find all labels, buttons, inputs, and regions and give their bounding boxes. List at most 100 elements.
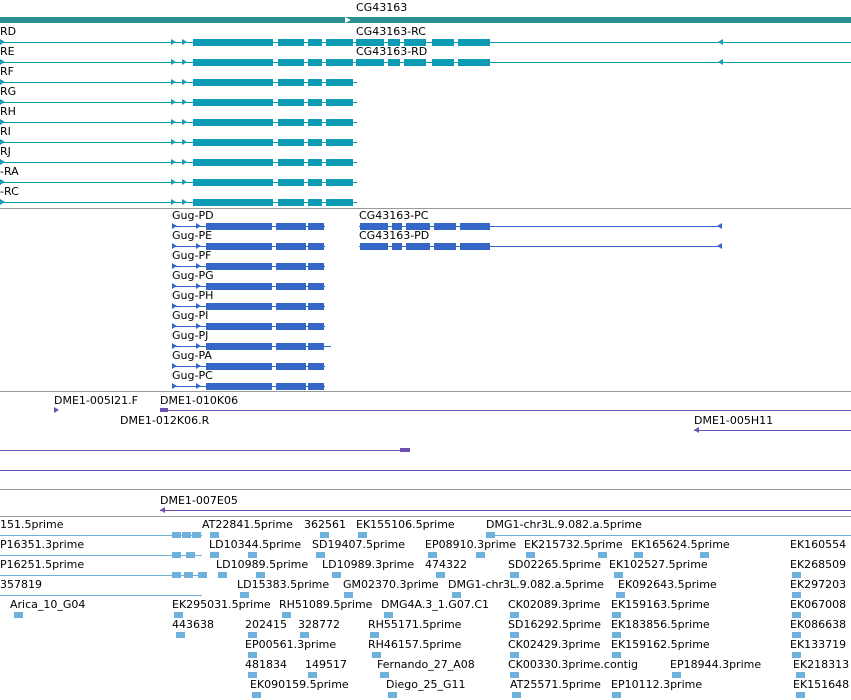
track-divider xyxy=(0,208,851,209)
est-label[interactable]: EP00561.3prime xyxy=(245,638,337,651)
est-label[interactable]: Arica_10_G04 xyxy=(10,598,86,611)
exon-block xyxy=(404,39,426,46)
est-label[interactable]: EK218313 xyxy=(793,658,850,671)
est-block xyxy=(316,552,325,558)
est-label[interactable]: RH46157.5prime xyxy=(368,638,462,651)
est-label[interactable]: RH51089.5prime xyxy=(279,598,373,611)
transcript-label[interactable]: RD xyxy=(0,25,17,38)
est-label[interactable]: Fernando_27_A08 xyxy=(377,658,475,671)
est-label[interactable]: EK102527.5prime xyxy=(609,558,708,571)
protein-label[interactable]: Gug-PC xyxy=(172,369,213,382)
transcript-label[interactable]: RE xyxy=(0,45,15,58)
est-label[interactable]: SD02265.5prime xyxy=(508,558,601,571)
gene-label-cg43163[interactable]: CG43163 xyxy=(356,1,408,14)
est-label[interactable]: EK067008 xyxy=(790,598,847,611)
est-label[interactable]: 202415 xyxy=(245,618,287,631)
est-label[interactable]: Diego_25_G11 xyxy=(386,678,466,691)
protein-label[interactable]: CG43163-PC xyxy=(359,209,429,222)
transcript-label[interactable]: CG43163-RD xyxy=(356,45,428,58)
est-label[interactable]: 328772 xyxy=(298,618,340,631)
est-label[interactable]: EK159162.5prime xyxy=(611,638,710,651)
exon-block xyxy=(356,39,384,46)
est-label[interactable]: RH55171.5prime xyxy=(368,618,462,631)
est-label[interactable]: EK297203 xyxy=(790,578,847,591)
est-block xyxy=(612,612,621,618)
est-label[interactable]: EK183856.5prime xyxy=(611,618,710,631)
exon-block xyxy=(206,363,272,370)
track-divider xyxy=(0,516,851,517)
exon-block xyxy=(308,303,324,310)
est-label[interactable]: DMG1-chr3L.9.082.a.5prime xyxy=(448,578,604,591)
est-label[interactable]: GM02370.3prime xyxy=(343,578,439,591)
est-label[interactable]: EK151648 xyxy=(793,678,850,691)
exon-block xyxy=(206,243,272,250)
est-label[interactable]: EK086638 xyxy=(790,618,847,631)
exon-block xyxy=(193,159,273,166)
exon-block xyxy=(326,139,353,146)
est-label[interactable]: EK090159.5prime xyxy=(250,678,349,691)
bac-label[interactable]: DME1-010K06 xyxy=(160,394,239,407)
protein-label[interactable]: CG43163-PD xyxy=(359,229,430,242)
transcript-label[interactable]: RF xyxy=(0,65,14,78)
transcript-label[interactable]: CG43163-RC xyxy=(356,25,426,38)
bac-label[interactable]: DME1-005H11 xyxy=(694,414,774,427)
exon-block xyxy=(326,199,353,206)
est-label[interactable]: 149517 xyxy=(305,658,347,671)
est-label[interactable]: EK295031.5prime xyxy=(172,598,271,611)
est-label[interactable]: SD16292.5prime xyxy=(508,618,601,631)
protein-label[interactable]: Gug-PG xyxy=(172,269,214,282)
est-label[interactable]: CK00330.3prime.contig xyxy=(508,658,639,671)
protein-label[interactable]: Gug-PI xyxy=(172,309,209,322)
est-label[interactable]: 357819 xyxy=(0,578,42,591)
est-label[interactable]: EK133719 xyxy=(790,638,847,651)
est-label[interactable]: EK165624.5prime xyxy=(631,538,730,551)
transcript-label[interactable]: RG xyxy=(0,85,17,98)
est-label[interactable]: EK092643.5prime xyxy=(618,578,717,591)
protein-label[interactable]: Gug-PF xyxy=(172,249,212,262)
est-label[interactable]: 443638 xyxy=(172,618,214,631)
est-label[interactable]: AT22841.5prime xyxy=(202,518,293,531)
exon-block xyxy=(308,243,324,250)
transcript-label[interactable]: RI xyxy=(0,125,11,138)
strand-arrow-right xyxy=(182,139,187,145)
exon-block xyxy=(276,243,306,250)
est-label[interactable]: CK02089.3prime xyxy=(508,598,601,611)
est-label[interactable]: DMG1-chr3L.9.082.a.5prime xyxy=(486,518,642,531)
transcript-label[interactable]: RH xyxy=(0,105,16,118)
protein-label[interactable]: Gug-PE xyxy=(172,229,213,242)
est-label[interactable]: EK159163.5prime xyxy=(611,598,710,611)
exon-block xyxy=(308,323,324,330)
est-label[interactable]: 362561 xyxy=(304,518,346,531)
bac-label[interactable]: DME1-012K06.R xyxy=(120,414,210,427)
transcript-label[interactable]: RJ xyxy=(0,145,11,158)
est-label[interactable]: CK02429.3prime xyxy=(508,638,601,651)
est-label[interactable]: P16351.3prime xyxy=(0,538,85,551)
est-label[interactable]: EK160554 xyxy=(790,538,847,551)
est-label[interactable]: EP10112.3prime xyxy=(611,678,703,691)
est-label[interactable]: EK155106.5prime xyxy=(356,518,455,531)
est-label[interactable]: SD19407.5prime xyxy=(312,538,405,551)
est-label[interactable]: EK215732.5prime xyxy=(524,538,623,551)
est-label[interactable]: AT25571.5prime xyxy=(510,678,601,691)
est-label[interactable]: 481834 xyxy=(245,658,287,671)
protein-label[interactable]: Gug-PJ xyxy=(172,329,209,342)
est-label[interactable]: LD15383.5prime xyxy=(237,578,330,591)
bac-label[interactable]: DME1-005I21.F xyxy=(54,394,138,407)
est-label[interactable]: EK268509 xyxy=(790,558,847,571)
bac-label[interactable]: DME1-007E05 xyxy=(160,494,238,507)
protein-label[interactable]: Gug-PH xyxy=(172,289,214,302)
est-label[interactable]: EP08910.3prime xyxy=(425,538,517,551)
est-label[interactable]: LD10989.5prime xyxy=(216,558,309,571)
est-label[interactable]: LD10344.5prime xyxy=(209,538,302,551)
est-label[interactable]: LD10989.3prime xyxy=(322,558,415,571)
est-block xyxy=(616,592,625,598)
est-label[interactable]: 151.5prime xyxy=(0,518,64,531)
est-label[interactable]: EP18944.3prime xyxy=(670,658,762,671)
transcript-label[interactable]: -RC xyxy=(0,185,19,198)
transcript-label[interactable]: -RA xyxy=(0,165,19,178)
est-label[interactable]: DMG4A.3_1.G07.C1 xyxy=(381,598,490,611)
protein-label[interactable]: Gug-PD xyxy=(172,209,214,222)
est-label[interactable]: P16251.5prime xyxy=(0,558,85,571)
est-label[interactable]: 474322 xyxy=(425,558,467,571)
protein-label[interactable]: Gug-PA xyxy=(172,349,212,362)
